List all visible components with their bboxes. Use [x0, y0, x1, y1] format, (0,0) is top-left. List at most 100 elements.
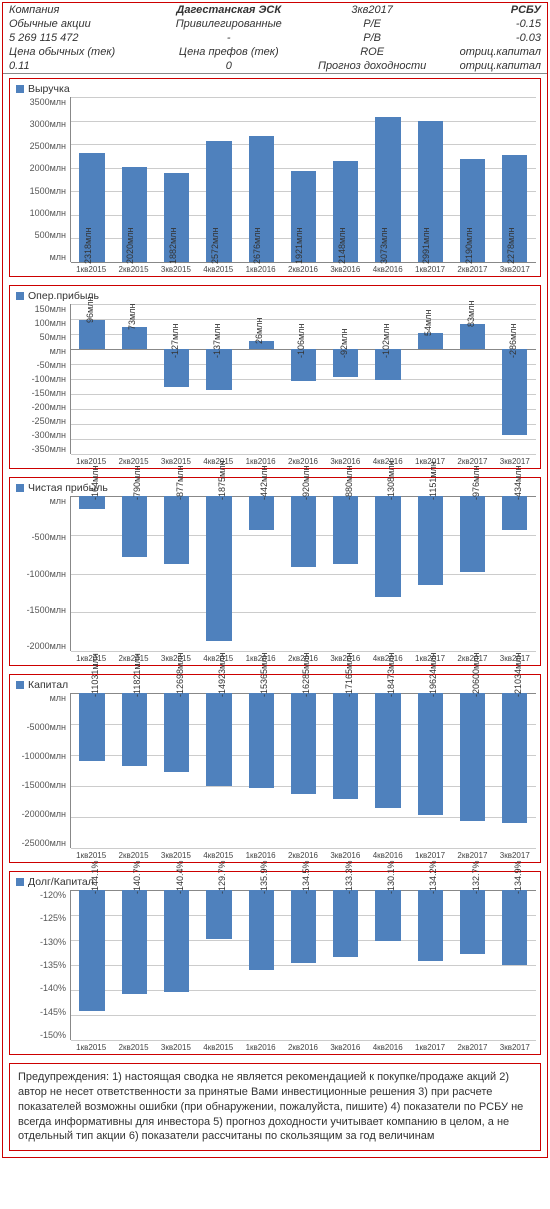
y-tick-label: 500млн [14, 230, 66, 240]
bar-column: -12698млн [156, 693, 198, 848]
bar-column: -434млн [494, 496, 536, 651]
page-wrapper: КомпанияДагестанская ЭСК3кв2017РСБУОбычн… [2, 2, 548, 1158]
y-tick-label: -200млн [14, 402, 66, 412]
header-cell: Компания [3, 3, 151, 17]
y-tick-label: млн [14, 346, 66, 356]
bar [206, 890, 231, 939]
legend-swatch-icon [16, 484, 24, 492]
x-tick-label: 1кв2017 [409, 848, 451, 860]
bar [122, 496, 147, 557]
bar [460, 324, 485, 349]
bar-value-label: -102млн [381, 324, 391, 358]
bar-column: -130.1% [367, 890, 409, 1040]
bar-value-label: 26млн [254, 318, 264, 344]
bar-value-label: 2278млн [506, 227, 516, 263]
bar-value-label: -880млн [344, 466, 354, 500]
bar-column: -127млн [156, 304, 198, 454]
x-tick-label: 2кв2016 [282, 848, 324, 860]
y-tick-label: -145% [14, 1007, 66, 1017]
bar-column: -140.4% [156, 890, 198, 1040]
bar-value-label: -140.4% [175, 860, 185, 894]
y-tick-label: 150млн [14, 304, 66, 314]
bar-value-label: 3073млн [379, 227, 389, 263]
bar [291, 890, 316, 963]
x-axis: 1кв20152кв20153кв20154кв20151кв20162кв20… [14, 454, 536, 466]
header-cell: Прогноз доходности [307, 59, 437, 74]
x-tick-label: 2кв2015 [112, 848, 154, 860]
y-tick-label: -10000млн [14, 751, 66, 761]
bar-column: 26млн [240, 304, 282, 454]
y-tick-label: -500млн [14, 532, 66, 542]
bar [502, 890, 527, 965]
x-tick-label: 3кв2016 [324, 454, 366, 466]
x-tick-label: 1кв2016 [239, 848, 281, 860]
bar-value-label: -21034млн [513, 653, 523, 697]
legend-label: Выручка [28, 83, 70, 95]
bar [418, 496, 443, 585]
header-cell: Дагестанская ЭСК [151, 3, 307, 17]
header-cell: 3кв2017 [307, 3, 437, 17]
x-tick-label: 4кв2016 [367, 1040, 409, 1052]
bar [122, 693, 147, 766]
y-axis: млн-5000млн-10000млн-15000млн-20000млн-2… [14, 693, 70, 848]
x-tick-label: 4кв2016 [367, 848, 409, 860]
bar-value-label: 73млн [127, 304, 137, 330]
chart-Опер.прибыль: Опер.прибыль150млн100млн50млнмлн-50млн-1… [9, 285, 541, 469]
x-axis: 1кв20152кв20153кв20154кв20151кв20162кв20… [14, 848, 536, 860]
y-tick-label: -120% [14, 890, 66, 900]
bar-column: 2572млн [198, 97, 240, 262]
header-cell: -0.15 [437, 17, 547, 31]
bar-column: 2020млн [113, 97, 155, 262]
legend-swatch-icon [16, 85, 24, 93]
y-tick-label: -1500млн [14, 605, 66, 615]
header-cell: 0.11 [3, 59, 151, 74]
bar-value-label: -133.3% [344, 860, 354, 894]
bar [460, 693, 485, 821]
bar-value-label: -1875млн [217, 461, 227, 500]
bar-value-label: -286млн [508, 324, 518, 358]
bar-value-label: -134.9% [513, 860, 523, 894]
bar-value-label: -434млн [513, 466, 523, 500]
bar-column: -16285млн [282, 693, 324, 848]
x-tick-label: 3кв2017 [494, 1040, 536, 1052]
bar-value-label: -19624млн [428, 653, 438, 697]
bar-column: -19624млн [409, 693, 451, 848]
bar-column: -134.5% [282, 890, 324, 1040]
bar-column: -976млн [451, 496, 493, 651]
y-tick-label: -100млн [14, 374, 66, 384]
bar-column: -442млн [240, 496, 282, 651]
bar [122, 890, 147, 994]
x-tick-label: 1кв2016 [239, 1040, 281, 1052]
bar-column: -11031млн [71, 693, 113, 848]
bar-value-label: 54млн [423, 309, 433, 335]
bar [291, 496, 316, 567]
bar [79, 693, 104, 761]
bar-column: -15365млн [240, 693, 282, 848]
bar-column: -133.3% [325, 890, 367, 1040]
bar-value-label: -11031млн [90, 653, 100, 697]
x-axis: 1кв20152кв20153кв20154кв20151кв20162кв20… [14, 1040, 536, 1052]
bar-column: -132.7% [451, 890, 493, 1040]
bar-value-label: -164млн [90, 466, 100, 500]
y-tick-label: 2500млн [14, 141, 66, 151]
bar-value-label: -132.7% [471, 860, 481, 894]
legend-swatch-icon [16, 292, 24, 300]
bar-value-label: -106млн [296, 324, 306, 358]
bar-value-label: -144.1% [90, 860, 100, 894]
bar-column: 73млн [113, 304, 155, 454]
header-cell: -0.03 [437, 31, 547, 45]
bar-value-label: -976млн [471, 466, 481, 500]
x-tick-label: 4кв2015 [197, 1040, 239, 1052]
y-axis: 150млн100млн50млнмлн-50млн-100млн-150млн… [14, 304, 70, 454]
x-tick-label: 2кв2017 [451, 1040, 493, 1052]
bar [164, 496, 189, 564]
bar-value-label: -130.1% [386, 860, 396, 894]
y-tick-label: -130% [14, 937, 66, 947]
bar [375, 496, 400, 597]
legend-label: Капитал [28, 679, 68, 691]
bar-value-label: -134.2% [428, 860, 438, 894]
y-tick-label: 3500млн [14, 97, 66, 107]
bar [206, 693, 231, 786]
y-tick-label: 1000млн [14, 208, 66, 218]
bar-column: -790млн [113, 496, 155, 651]
